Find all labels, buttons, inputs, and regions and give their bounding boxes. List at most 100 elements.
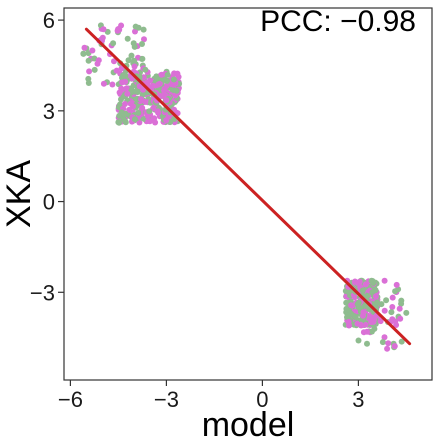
data-point bbox=[154, 108, 161, 115]
data-point bbox=[100, 80, 107, 87]
data-point bbox=[140, 26, 147, 33]
data-point bbox=[118, 96, 124, 103]
data-point bbox=[374, 299, 381, 306]
regression-line bbox=[84, 27, 412, 346]
data-point bbox=[146, 108, 153, 115]
data-point bbox=[384, 345, 391, 352]
data-point bbox=[113, 67, 120, 74]
data-point bbox=[389, 304, 396, 310]
data-point bbox=[119, 86, 126, 93]
data-point bbox=[139, 91, 146, 98]
x-axis-ticks: −6 −3 0 3 bbox=[58, 380, 365, 412]
data-point bbox=[132, 28, 138, 35]
data-point bbox=[173, 87, 180, 94]
data-point bbox=[115, 119, 122, 126]
data-point bbox=[139, 105, 146, 111]
data-point bbox=[377, 318, 384, 325]
data-point bbox=[170, 81, 177, 88]
y-axis-ticks: −3 0 3 6 bbox=[30, 8, 64, 305]
data-point bbox=[381, 334, 388, 341]
data-point bbox=[126, 106, 133, 113]
data-point bbox=[138, 96, 144, 103]
y-tick-label: 3 bbox=[43, 99, 55, 124]
data-point bbox=[118, 109, 125, 116]
data-point bbox=[379, 339, 386, 346]
data-point bbox=[403, 309, 410, 316]
data-point bbox=[364, 340, 370, 347]
data-point bbox=[124, 35, 131, 42]
data-point bbox=[160, 76, 167, 83]
y-tick-label: −3 bbox=[30, 280, 55, 305]
data-point bbox=[131, 116, 138, 123]
data-point bbox=[136, 83, 143, 90]
data-point bbox=[355, 337, 362, 344]
data-point bbox=[364, 293, 371, 300]
data-point bbox=[81, 44, 88, 51]
data-point bbox=[110, 40, 117, 47]
data-point bbox=[135, 109, 142, 116]
x-tick-label: −6 bbox=[58, 387, 83, 412]
data-point bbox=[344, 314, 350, 321]
y-axis-title: XKA bbox=[0, 160, 38, 228]
x-axis-title: model bbox=[202, 406, 295, 439]
y-tick-label: 6 bbox=[43, 8, 55, 33]
data-point bbox=[119, 79, 126, 86]
data-point bbox=[125, 57, 132, 64]
data-point bbox=[345, 318, 352, 325]
data-point bbox=[362, 281, 369, 288]
data-point bbox=[397, 315, 404, 322]
data-point bbox=[398, 300, 405, 307]
data-point bbox=[128, 52, 135, 59]
data-point bbox=[95, 57, 102, 64]
data-point bbox=[85, 57, 92, 64]
data-point bbox=[161, 85, 168, 92]
data-point bbox=[122, 101, 128, 107]
data-point bbox=[398, 338, 405, 345]
data-point bbox=[172, 92, 179, 99]
pcc-annotation: PCC: −0.98 bbox=[260, 5, 416, 38]
data-point bbox=[141, 36, 147, 43]
data-point bbox=[388, 309, 395, 316]
y-tick-label: 0 bbox=[43, 190, 55, 215]
data-point bbox=[124, 90, 131, 97]
data-point bbox=[356, 278, 363, 285]
x-tick-label: 3 bbox=[352, 387, 364, 412]
data-point bbox=[163, 117, 170, 124]
data-point bbox=[355, 299, 362, 306]
data-point bbox=[155, 81, 162, 88]
x-tick-label: 0 bbox=[256, 387, 268, 412]
data-point bbox=[391, 343, 398, 350]
data-point bbox=[364, 328, 370, 335]
data-point bbox=[91, 66, 98, 73]
data-point bbox=[131, 43, 138, 50]
data-point bbox=[89, 47, 96, 54]
data-point bbox=[389, 294, 396, 301]
data-point bbox=[80, 50, 87, 57]
data-point bbox=[132, 23, 139, 30]
data-point bbox=[142, 98, 149, 105]
data-point bbox=[348, 310, 354, 317]
data-point bbox=[163, 97, 170, 104]
data-point bbox=[359, 287, 366, 294]
data-point bbox=[142, 66, 149, 73]
data-point bbox=[139, 55, 146, 62]
data-point bbox=[396, 305, 403, 312]
data-point bbox=[383, 297, 390, 304]
data-point bbox=[109, 81, 116, 88]
data-point bbox=[372, 293, 379, 300]
data-point bbox=[357, 321, 364, 328]
data-point bbox=[348, 302, 355, 309]
data-point bbox=[132, 88, 138, 95]
data-point bbox=[381, 307, 388, 314]
data-point bbox=[158, 71, 165, 78]
data-point bbox=[120, 72, 127, 79]
x-tick-label: −3 bbox=[154, 387, 179, 412]
data-point bbox=[392, 288, 399, 295]
data-point bbox=[139, 41, 145, 47]
data-point bbox=[146, 118, 153, 125]
data-point bbox=[131, 63, 138, 70]
data-point bbox=[147, 77, 153, 84]
data-point bbox=[100, 26, 107, 33]
data-point bbox=[122, 118, 129, 125]
